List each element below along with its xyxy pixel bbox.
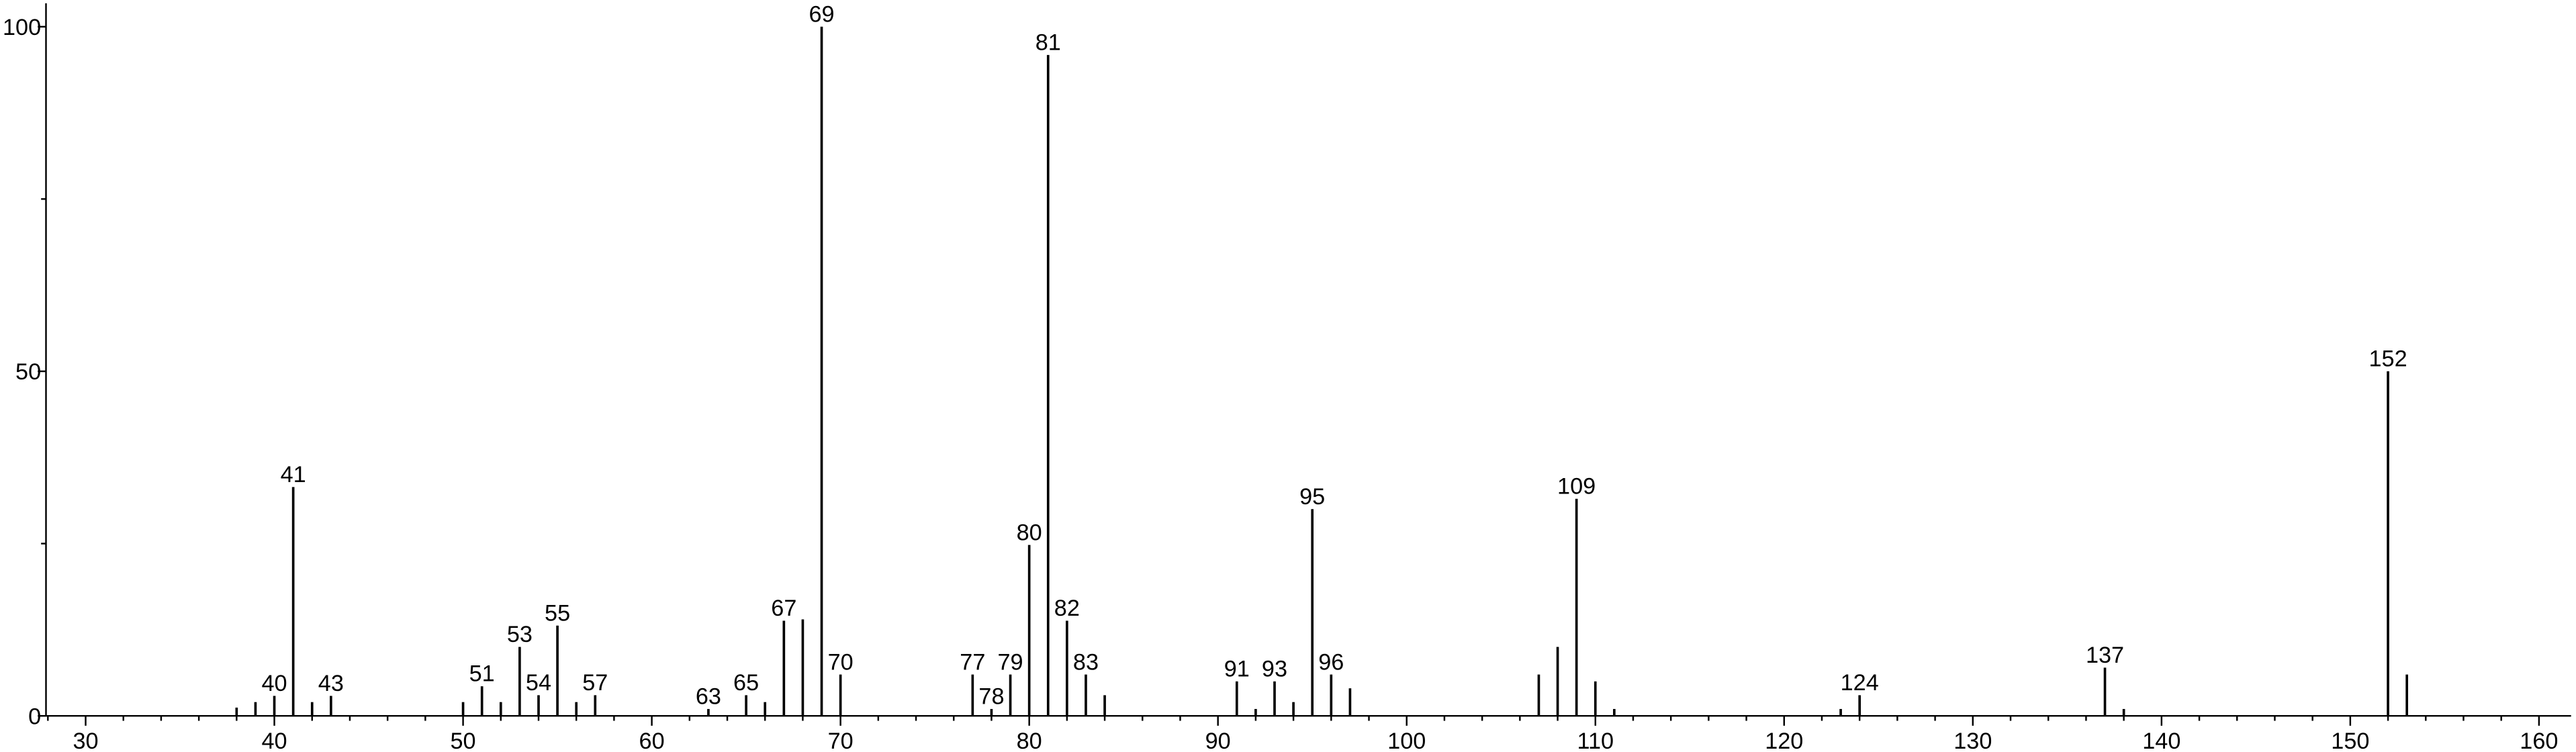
- x-tick-label: 90: [1205, 728, 1231, 752]
- x-tick-label: 140: [2142, 728, 2180, 752]
- peak-label: 53: [507, 622, 533, 647]
- peak-label: 93: [1262, 657, 1287, 682]
- peak-label: 67: [771, 596, 796, 621]
- x-tick-label: 60: [639, 728, 665, 752]
- x-tick-label: 120: [1765, 728, 1803, 752]
- x-tick-label: 40: [261, 728, 287, 752]
- x-tick-label: 100: [1387, 728, 1426, 752]
- peak-label: 57: [582, 670, 608, 696]
- x-tick-label: 30: [73, 728, 98, 752]
- peak-label: 70: [828, 649, 854, 675]
- peak-label: 124: [1841, 670, 1879, 696]
- peak-label: 63: [696, 684, 721, 710]
- peak-label: 77: [960, 649, 985, 675]
- peak-label: 40: [261, 671, 287, 696]
- peak-label: 109: [1557, 474, 1596, 500]
- y-tick-label: 0: [28, 704, 41, 729]
- x-tick-label: 150: [2331, 728, 2369, 752]
- peak-label: 43: [318, 671, 344, 696]
- peak-label: 78: [978, 684, 1004, 710]
- peak-label: 80: [1017, 520, 1042, 545]
- peak-label: 79: [998, 649, 1023, 675]
- x-tick-label: 80: [1017, 728, 1042, 752]
- peak-label: 152: [2368, 346, 2407, 372]
- x-tick-label: 130: [1953, 728, 1992, 752]
- peak-label: 41: [281, 462, 306, 487]
- peak-label: 82: [1054, 596, 1080, 621]
- peak-label: 51: [469, 661, 495, 687]
- peak-label: 137: [2086, 643, 2124, 668]
- peak-label: 83: [1073, 649, 1099, 675]
- peak-label: 54: [526, 670, 551, 696]
- peak-label: 81: [1036, 30, 1061, 56]
- peak-label: 91: [1224, 657, 1250, 682]
- y-tick-label: 100: [3, 15, 41, 40]
- peak-label: 65: [733, 670, 759, 696]
- peak-label: 55: [545, 600, 570, 626]
- y-tick-label: 50: [15, 359, 41, 385]
- x-tick-label: 160: [2520, 728, 2558, 752]
- peak-label: 96: [1318, 649, 1344, 675]
- peak-label: 95: [1299, 484, 1325, 510]
- x-tick-label: 50: [451, 728, 476, 752]
- x-tick-label: 110: [1577, 728, 1614, 752]
- peak-label: 69: [809, 1, 834, 27]
- x-tick-label: 70: [828, 728, 854, 752]
